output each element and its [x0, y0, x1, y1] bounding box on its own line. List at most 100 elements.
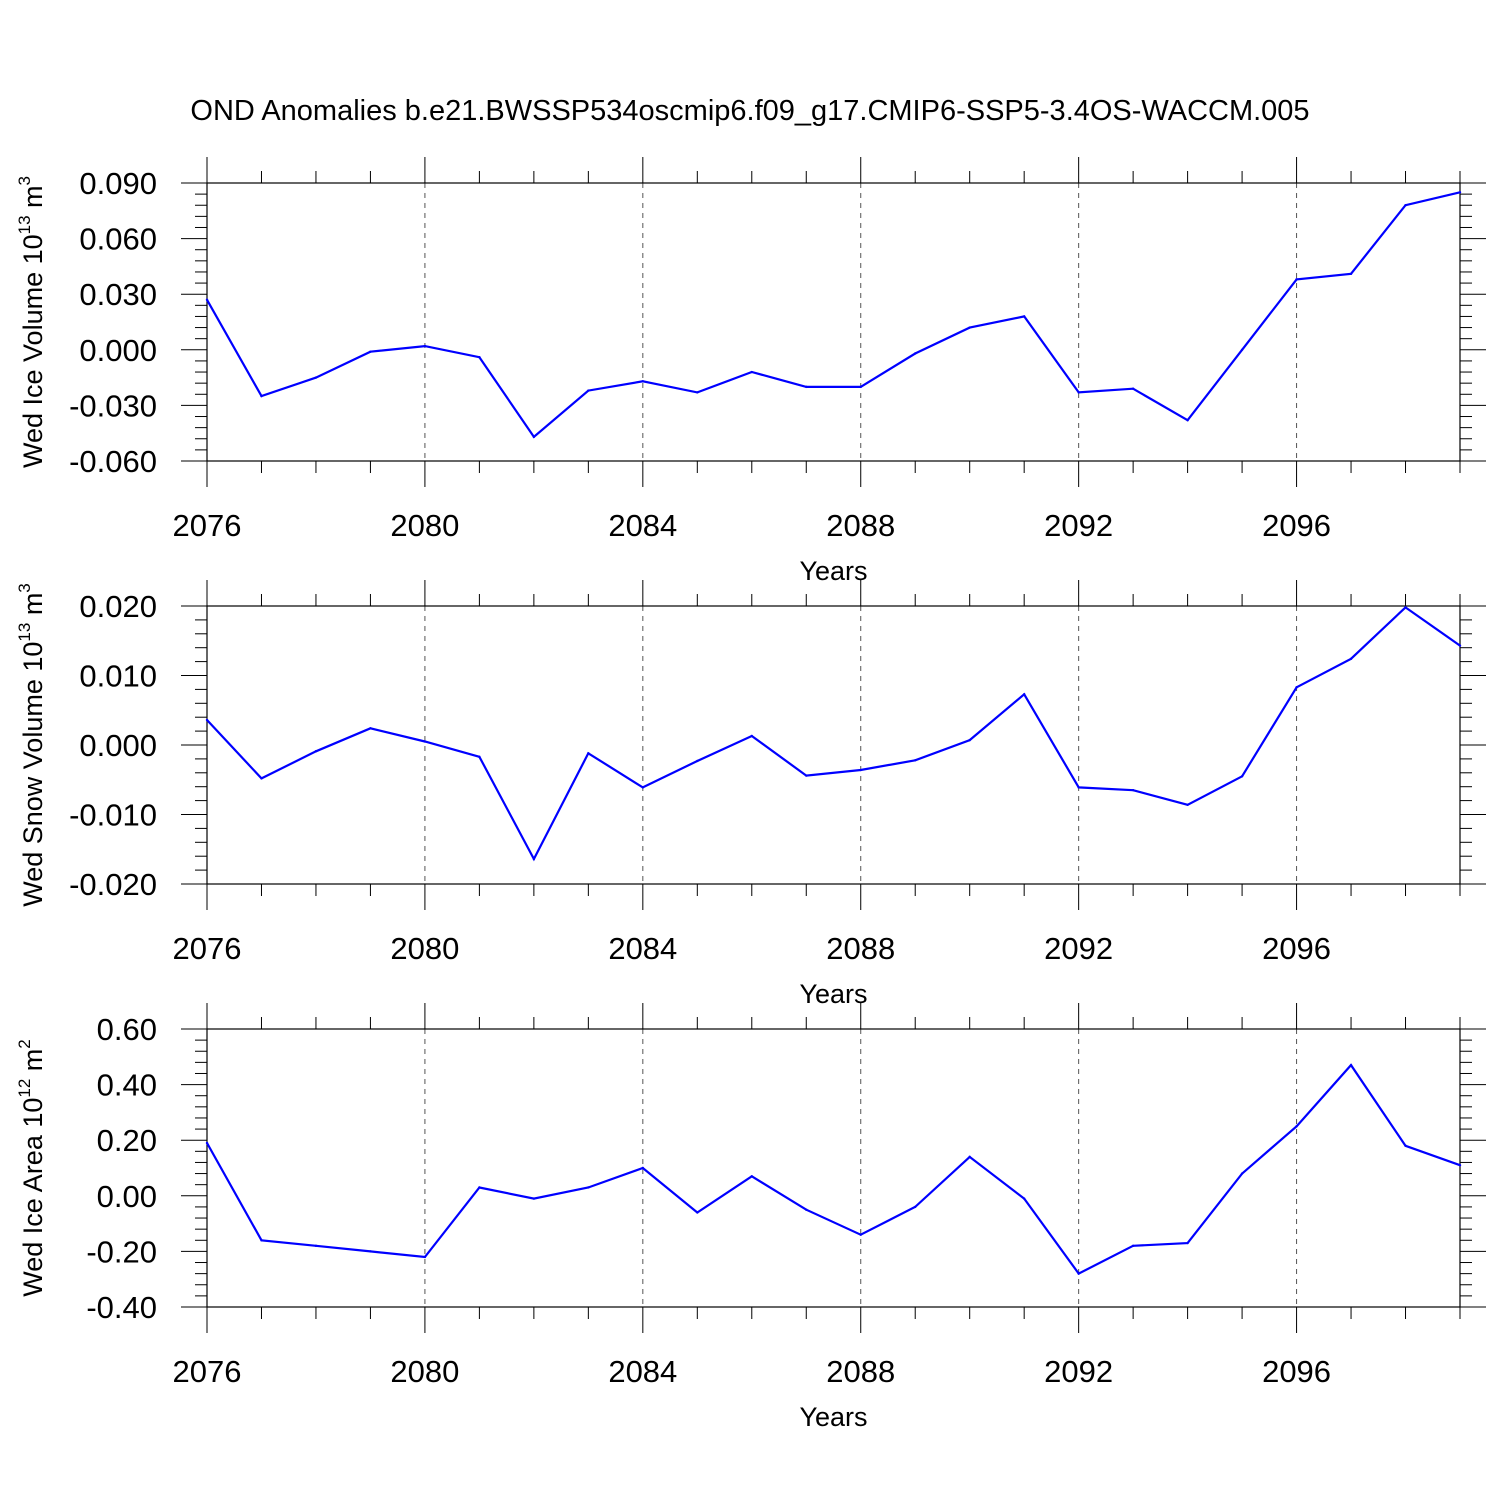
- panel-1-x-tick-label-2080: 2080: [390, 508, 459, 543]
- panel-2-data-point-2086: [750, 734, 753, 738]
- panel-1-y-tick-label-3: 0.030: [79, 277, 157, 312]
- panel-1-data-point-2084: [641, 380, 645, 383]
- figure-title: OND Anomalies b.e21.BWSSP534oscmip6.f09_…: [190, 95, 1309, 127]
- panel-2-y-axis-title-unit-exp: 3: [15, 583, 34, 592]
- panel-2-data-point-2089: [914, 759, 917, 762]
- panel-3-x-tick-label-2080: 2080: [390, 1354, 459, 1389]
- panel-3-y-tick-label-1: -0.20: [86, 1234, 157, 1269]
- panel-2-y-tick-label-0: -0.020: [69, 867, 157, 902]
- panel-3-y-axis-title-prefix: Wed Ice Area 10: [18, 1098, 48, 1297]
- panel-1-data-point-2083: [587, 389, 590, 392]
- panel-2-data-point-2076: [205, 718, 209, 722]
- panel-2-x-tick-label-2080: 2080: [390, 931, 459, 966]
- panel-1-data-point-2092: [1077, 391, 1080, 394]
- panel-1-data-point-2099: [1458, 191, 1462, 194]
- panel-3-data-point-2081: [478, 1186, 481, 1189]
- panel-3-data-point-2098: [1404, 1144, 1407, 1147]
- panel-2-data-point-2085: [696, 759, 699, 763]
- panel-1-data-point-2093: [1131, 387, 1135, 390]
- panel-3-data-point-2095: [1240, 1172, 1244, 1175]
- panel-2-data-point-2092: [1077, 786, 1080, 789]
- panel-2-data-point-2097: [1349, 657, 1353, 661]
- panel-2-series-line: [206, 605, 1461, 862]
- panel-1-data-point-2077: [260, 394, 263, 398]
- panel-2-data-point-2099: [1458, 644, 1462, 647]
- panel-2-y-axis-title-unit: m: [18, 593, 48, 623]
- panel-3-data-point-2091: [1022, 1197, 1026, 1200]
- panels: 2076 2080 2084 2088 2092 2096 -0.060 -0.030 0.00…: [15, 157, 1486, 1432]
- panel-1-data-point-2078: [314, 376, 318, 379]
- panel-1-data-point-2087: [805, 385, 808, 389]
- panel-2-x-tick-label-2084: 2084: [608, 931, 677, 966]
- panel-2-data-point-2093: [1131, 788, 1135, 792]
- panel-3-data-point-2087: [805, 1208, 808, 1211]
- panel-3-data-point-2078: [314, 1244, 318, 1248]
- panel-1-y-axis-title: Wed Ice Volume 1013 m3: [15, 176, 48, 468]
- panel-2-y-axis-title: Wed Snow Volume 1013 m3: [15, 583, 48, 907]
- panel-1-data-point-2081: [478, 356, 481, 359]
- panel-2-data-point-2095: [1240, 775, 1244, 778]
- panel-2-data-point-2082: [532, 857, 536, 861]
- panel-2-data-point-2090: [968, 738, 971, 742]
- panel-3-data-point-2097: [1349, 1063, 1353, 1067]
- panel-2-y-tick-label-3: 0.010: [79, 659, 157, 694]
- panel-1-data-point-2089: [914, 352, 917, 355]
- panel-1-x-tick-label-2084: 2084: [608, 508, 677, 543]
- panel-3-data-point-2089: [914, 1205, 917, 1209]
- panel-1-frame: [206, 182, 1461, 462]
- panel-1-data-point-2091: [1022, 315, 1026, 318]
- panel-2-y-tick-label-4: 0.020: [79, 589, 157, 624]
- panel-snow-volume: 2076 2080 2084 2088 2092 2096 -0.020 -0.010 0.00…: [15, 580, 1486, 1009]
- panel-1-x-tick-label-2096: 2096: [1262, 508, 1331, 543]
- panel-2-data-point-2091: [1022, 693, 1026, 696]
- panel-3-x-tick-label-2084: 2084: [608, 1354, 677, 1389]
- panel-3-x-axis-title: Years: [799, 1402, 867, 1432]
- panel-1-data-point-2090: [968, 326, 971, 329]
- panel-1-data-point-2079: [369, 350, 372, 353]
- panel-1-y-tick-label-0: -0.060: [69, 444, 157, 479]
- panel-1-y-axis-title-unit: m: [18, 185, 48, 215]
- panel-1-x-tick-label-2088: 2088: [826, 508, 895, 543]
- panel-1-data-point-2096: [1295, 278, 1298, 281]
- panel-2-y-tick-label-2: 0.000: [79, 728, 157, 763]
- panel-3-data-point-2083: [587, 1186, 590, 1189]
- panel-2-x-tick-label-2092: 2092: [1044, 931, 1113, 966]
- panel-3-x-tick-label-2076: 2076: [173, 1354, 242, 1389]
- panel-3-y-axis-title-exp: 12: [15, 1079, 34, 1098]
- panel-3-data-point-2085: [696, 1211, 699, 1214]
- panel-2-data-point-2080: [423, 740, 427, 743]
- panel-2-data-point-2096: [1295, 686, 1298, 689]
- panel-3-y-tick-label-2: 0.00: [97, 1179, 157, 1214]
- panel-1-y-tick-label-2: 0.000: [79, 333, 157, 368]
- panel-1-y-tick-label-1: -0.030: [69, 388, 157, 423]
- panel-ice-volume: 2076 2080 2084 2088 2092 2096 -0.060 -0.030 0.00…: [15, 157, 1486, 586]
- panel-3-data-point-2086: [750, 1175, 753, 1178]
- panel-2-data-point-2094: [1186, 803, 1189, 806]
- panel-3-x-tick-label-2092: 2092: [1044, 1354, 1113, 1389]
- panel-1-data-point-2094: [1186, 419, 1189, 422]
- panel-3-y-tick-label-5: 0.60: [97, 1012, 157, 1047]
- panel-3-x-tick-label-2096: 2096: [1262, 1354, 1331, 1389]
- panel-1-y-axis-title-prefix: Wed Ice Volume 10: [18, 234, 48, 468]
- panel-3-data-point-2084: [641, 1166, 645, 1170]
- panel-1-series-line: [206, 191, 1461, 439]
- panel-3-x-tick-label-2088: 2088: [826, 1354, 895, 1389]
- panel-3-data-point-2090: [968, 1155, 971, 1159]
- panel-3-y-axis-title-unit: m: [18, 1049, 48, 1079]
- panel-3-y-tick-label-3: 0.20: [97, 1123, 157, 1158]
- panel-2-y-tick-label-1: -0.010: [69, 798, 157, 833]
- panel-2-data-point-2083: [587, 752, 590, 755]
- panel-2-data-point-2088: [859, 768, 862, 772]
- panel-2-data-point-2081: [478, 755, 481, 759]
- panel-3-data-point-2082: [532, 1197, 536, 1200]
- panel-2-data-point-2087: [805, 774, 808, 777]
- panel-2-x-tick-label-2088: 2088: [826, 931, 895, 966]
- panel-2-data-point-2078: [314, 750, 318, 753]
- panel-1-x-tick-label-2092: 2092: [1044, 508, 1113, 543]
- panel-1-y-axis-title-exp: 13: [15, 215, 34, 234]
- panel-3-data-point-2076: [205, 1141, 209, 1145]
- panel-3-data-point-2088: [859, 1233, 862, 1236]
- panel-2-x-axis-title: Years: [799, 979, 867, 1009]
- panel-1-data-point-2088: [859, 385, 862, 389]
- panel-1-data-point-2082: [532, 435, 536, 439]
